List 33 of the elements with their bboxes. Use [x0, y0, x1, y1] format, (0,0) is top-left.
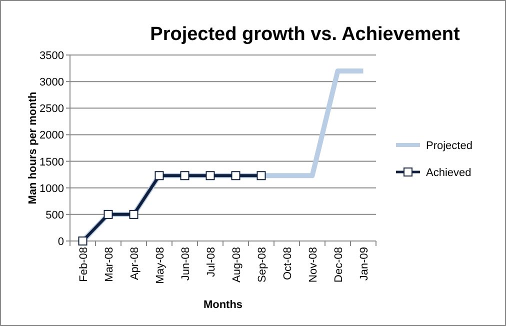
- point: [104, 210, 113, 219]
- y-tick-label: 500: [46, 209, 64, 222]
- x-tick-label: Jul-08: [205, 247, 218, 277]
- legend-label: Achieved: [426, 167, 472, 179]
- x-tick-label: Jan-09: [358, 247, 370, 281]
- point: [231, 171, 240, 180]
- x-tick-label: Dec-08: [332, 247, 345, 282]
- point: [129, 210, 138, 219]
- y-tick-label: 3000: [40, 76, 64, 89]
- point: [154, 171, 164, 180]
- y-tick-label: 3500: [40, 50, 64, 62]
- x-tick-label: Apr-08: [128, 247, 141, 280]
- x-tick-label: Nov-08: [307, 247, 320, 282]
- chart-title: Projected growth vs. Achievement: [150, 24, 461, 45]
- x-axis-title: Months: [203, 299, 243, 311]
- x-tick-label: Feb-08: [78, 247, 90, 282]
- x-tick-label: Aug-08: [230, 247, 243, 282]
- x-tick-label: May-08: [154, 247, 166, 284]
- legend-label: Projected: [426, 140, 472, 152]
- point: [78, 236, 88, 246]
- y-tick-label: 1000: [40, 182, 64, 195]
- x-tick-label: Sep-08: [256, 247, 268, 282]
- y-tick-label: 2000: [40, 130, 64, 142]
- y-tick-label: 1500: [40, 156, 64, 168]
- y-tick-label: 2500: [40, 103, 64, 116]
- x-tick-label: Mar-08: [103, 247, 116, 282]
- x-tick-label: Jun-08: [180, 247, 192, 281]
- y-axis-title: Man hours per month: [27, 92, 39, 204]
- point: [180, 171, 190, 180]
- y-tick-label: 0: [58, 236, 64, 248]
- x-tick-label: Oct-08: [282, 247, 294, 280]
- point: [206, 171, 215, 180]
- point: [256, 171, 266, 180]
